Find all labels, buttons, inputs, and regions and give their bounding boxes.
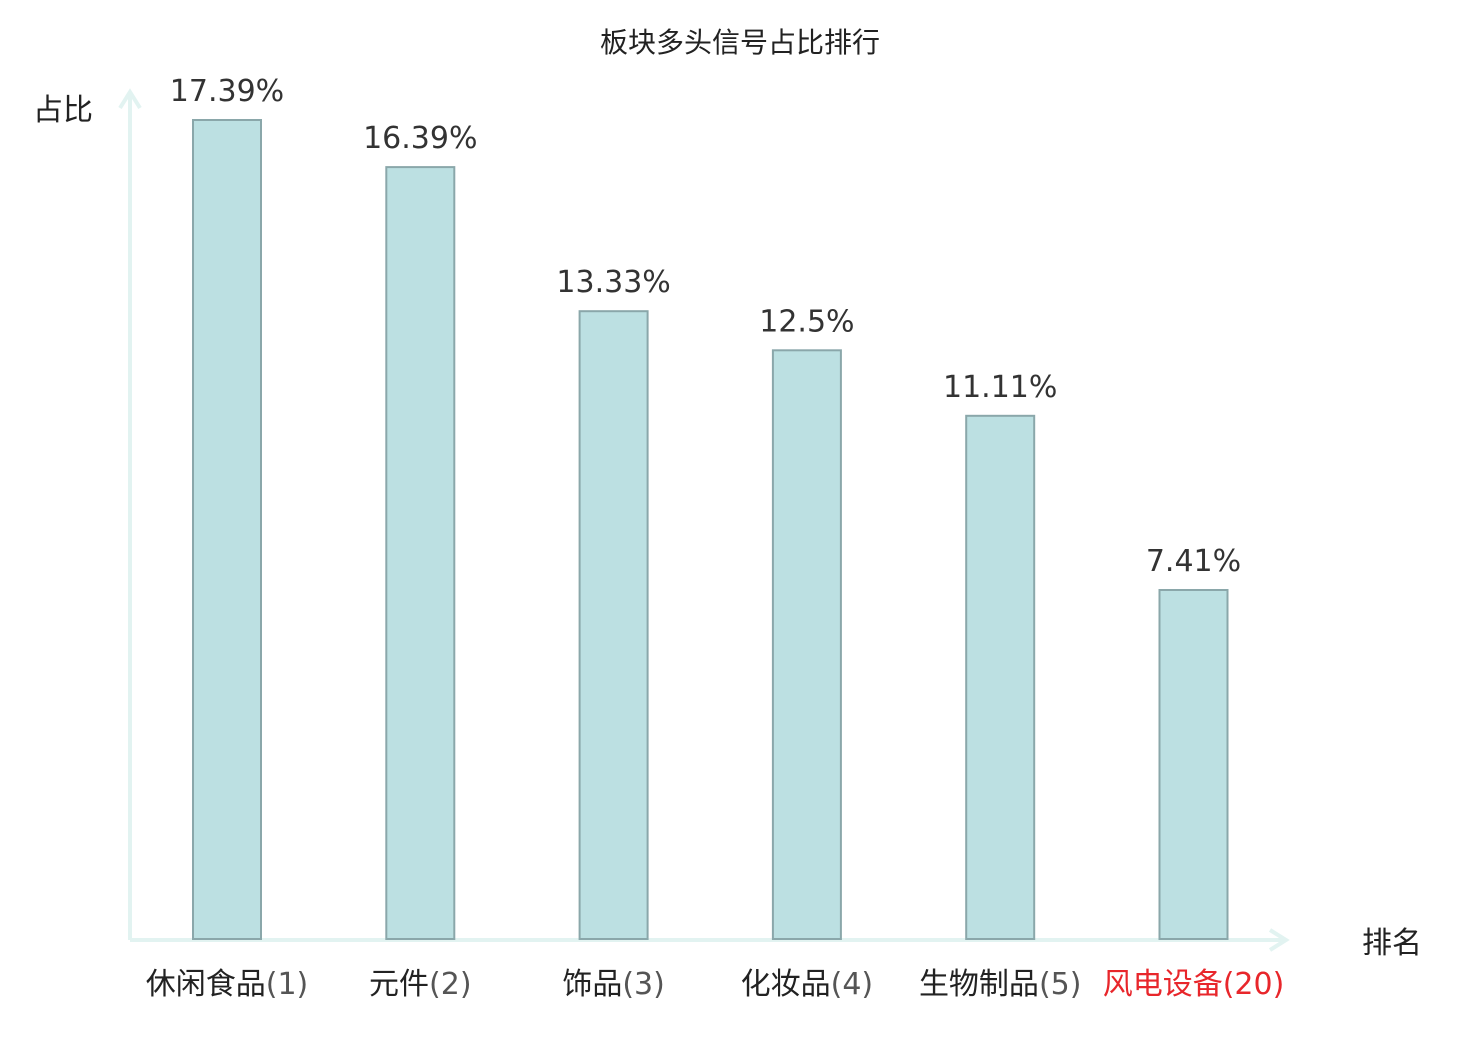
x-axis-label: 排名	[1362, 926, 1422, 961]
bar-3	[578, 310, 649, 940]
category-label-3: 饰品(3)	[562, 967, 665, 1002]
y-axis	[118, 88, 142, 940]
data-label-6: 7.41%	[1146, 544, 1241, 579]
category-rank: (20)	[1223, 967, 1285, 1002]
bar-6	[1158, 589, 1229, 940]
data-label-2: 16.39%	[363, 121, 477, 156]
bar-4	[771, 349, 842, 940]
category-name: 生物制品	[919, 967, 1039, 1002]
category-label-4: 化妆品(4)	[741, 967, 874, 1002]
category-rank: (3)	[622, 967, 665, 1002]
y-axis-label: 占比	[33, 93, 93, 128]
data-label-1: 17.39%	[170, 74, 284, 109]
data-label-3: 13.33%	[556, 265, 670, 300]
category-name: 饰品	[562, 967, 622, 1002]
data-label-5: 11.11%	[943, 370, 1057, 405]
category-label-6: 风电设备(20)	[1103, 967, 1285, 1002]
category-label-1: 休闲食品(1)	[146, 967, 309, 1002]
category-name: 元件	[369, 967, 429, 1002]
bars-group: 17.39% 休闲食品(1) 16.39% 元件(2) 13.33% 饰品(3) 12.5%…	[146, 74, 1285, 1002]
category-label-5: 生物制品(5)	[919, 967, 1081, 1002]
bar-2	[385, 166, 456, 941]
category-label-2: 元件(2)	[369, 967, 472, 1002]
category-rank: (4)	[831, 967, 874, 1002]
category-name: 风电设备	[1103, 967, 1223, 1002]
x-axis	[130, 928, 1290, 952]
category-rank: (5)	[1039, 967, 1082, 1002]
category-rank: (1)	[266, 967, 309, 1002]
bar-1	[192, 119, 262, 940]
data-label-4: 12.5%	[759, 304, 854, 339]
y-axis-arrow-icon	[118, 88, 142, 110]
chart-title: 板块多头信号占比排行	[600, 26, 880, 59]
bar-5	[965, 414, 1036, 940]
x-axis-arrow-icon	[1268, 928, 1290, 952]
category-name: 化妆品	[741, 967, 831, 1002]
category-rank: (2)	[429, 967, 472, 1002]
category-name: 休闲食品	[146, 967, 266, 1002]
